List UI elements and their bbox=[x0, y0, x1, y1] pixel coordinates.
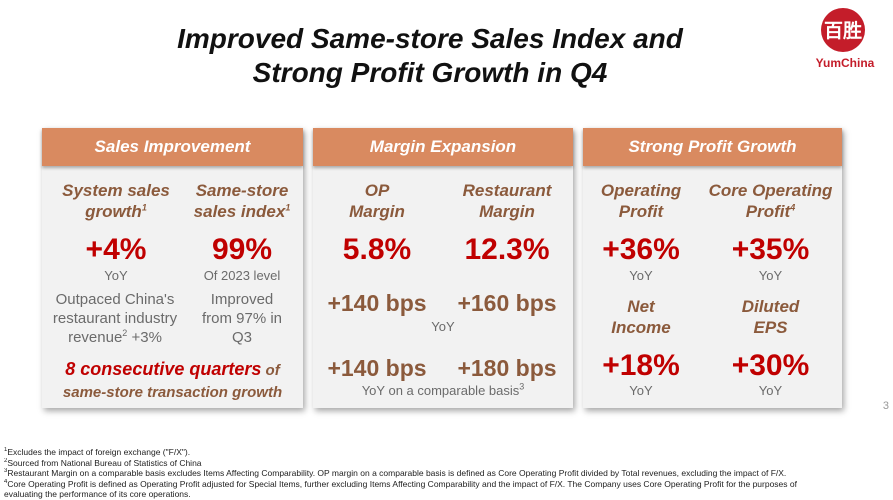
system-sales-label: System sales growth1 bbox=[62, 181, 170, 221]
footnote-4: 4Core Operating Profit is defined as Ope… bbox=[4, 478, 797, 489]
op-margin-comparable: +140 bps bbox=[327, 355, 427, 381]
same-store-sales-value: 99% bbox=[211, 233, 273, 266]
sales-improvement-header: Sales Improvement bbox=[42, 128, 303, 166]
svg-text:百胜: 百胜 bbox=[824, 20, 862, 42]
net-income-note: YoY bbox=[629, 383, 653, 398]
op-margin-label: OP Margin bbox=[349, 181, 405, 221]
restaurant-margin-label: Restaurant Margin bbox=[462, 181, 552, 221]
restaurant-margin-value: 12.3% bbox=[464, 233, 550, 266]
core-operating-profit-label: Core Operating Profit4 bbox=[708, 181, 833, 221]
core-operating-profit-value: +35% bbox=[731, 233, 810, 266]
slide-title: Improved Same-store Sales Index and Stro… bbox=[140, 22, 720, 90]
footnotes: 1Excludes the impact of foreign exchange… bbox=[4, 447, 889, 500]
title-line-1: Improved Same-store Sales Index and bbox=[177, 23, 683, 54]
comparable-basis-note: YoY on a comparable basis3 bbox=[361, 381, 525, 398]
logo-text: YumChina bbox=[815, 56, 875, 70]
same-store-sales-label: Same-store sales index1 bbox=[193, 181, 291, 221]
net-income-label: Net Income bbox=[611, 297, 671, 337]
restaurant-margin-comparable: +180 bps bbox=[457, 355, 557, 381]
footnote-4-continued: evaluating the performance of its core o… bbox=[4, 489, 191, 499]
diluted-eps-note: YoY bbox=[758, 383, 783, 398]
page-number: 3 bbox=[882, 400, 889, 412]
title-line-2: Strong Profit Growth in Q4 bbox=[252, 57, 608, 88]
footnote-2: 2Sourced from National Bureau of Statist… bbox=[4, 457, 202, 468]
same-store-sales-description: Improved from 97% in Q3 bbox=[201, 291, 283, 346]
diluted-eps-label: Diluted EPS bbox=[741, 297, 800, 337]
margin-expansion-header: Margin Expansion bbox=[313, 128, 573, 166]
operating-profit-value: +36% bbox=[602, 233, 680, 266]
yumchina-logo: 百胜 YumChina bbox=[805, 6, 885, 76]
diluted-eps-value: +30% bbox=[731, 349, 810, 382]
restaurant-margin-yoy: +160 bps bbox=[457, 290, 557, 316]
margin-yoy-note: YoY bbox=[431, 319, 455, 334]
footnote-3: 3Restaurant Margin on a comparable basis… bbox=[4, 468, 787, 478]
system-sales-description: Outpaced China's restaurant industry rev… bbox=[52, 291, 178, 346]
footnote-1: 1Excludes the impact of foreign exchange… bbox=[4, 447, 191, 457]
profit-growth-header: Strong Profit Growth bbox=[583, 128, 842, 166]
yumchina-logo-icon: 百胜 bbox=[821, 8, 865, 52]
system-sales-note: YoY bbox=[104, 268, 128, 283]
operating-profit-note: YoY bbox=[629, 268, 653, 283]
net-income-value: +18% bbox=[602, 349, 680, 382]
op-margin-yoy: +140 bps bbox=[327, 290, 427, 316]
profit-growth-panel: Strong Profit Growth Operating Profit Co… bbox=[583, 128, 842, 408]
system-sales-value: +4% bbox=[85, 233, 147, 266]
op-margin-value: 5.8% bbox=[342, 233, 412, 266]
consecutive-quarters-highlight: 8 consecutive quarters of same-store tra… bbox=[62, 359, 283, 401]
sales-improvement-panel: Sales Improvement System sales growth1 S… bbox=[42, 128, 303, 408]
core-operating-profit-note: YoY bbox=[758, 268, 783, 283]
same-store-sales-note: Of 2023 level bbox=[203, 268, 281, 283]
operating-profit-label: Operating Profit bbox=[600, 181, 682, 221]
margin-expansion-panel: Margin Expansion OP Margin Restaurant Ma… bbox=[313, 128, 573, 408]
